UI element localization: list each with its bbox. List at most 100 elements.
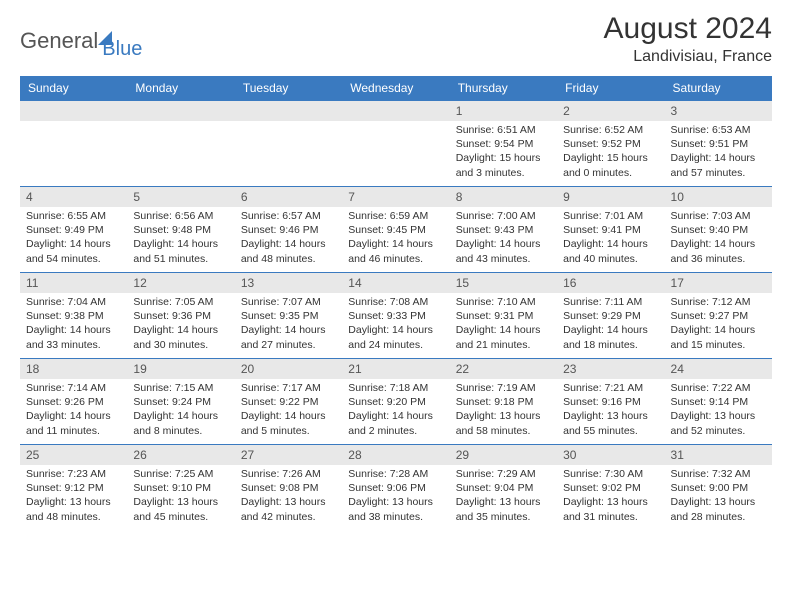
day-details: Sunrise: 7:14 AMSunset: 9:26 PMDaylight:… (20, 379, 127, 442)
calendar-cell: 10Sunrise: 7:03 AMSunset: 9:40 PMDayligh… (665, 186, 772, 272)
calendar-cell: 6Sunrise: 6:57 AMSunset: 9:46 PMDaylight… (235, 186, 342, 272)
day-number: 24 (665, 358, 772, 379)
day-details: Sunrise: 7:19 AMSunset: 9:18 PMDaylight:… (450, 379, 557, 442)
day-number: 20 (235, 358, 342, 379)
brand-logo: General Blue (20, 12, 142, 61)
day-number: 15 (450, 272, 557, 293)
calendar-cell: 15Sunrise: 7:10 AMSunset: 9:31 PMDayligh… (450, 272, 557, 358)
day-number: 9 (557, 186, 664, 207)
calendar-cell: 27Sunrise: 7:26 AMSunset: 9:08 PMDayligh… (235, 444, 342, 530)
day-number: 29 (450, 444, 557, 465)
day-number: 19 (127, 358, 234, 379)
day-number: 23 (557, 358, 664, 379)
day-details: Sunrise: 7:25 AMSunset: 9:10 PMDaylight:… (127, 465, 234, 528)
day-number: 13 (235, 272, 342, 293)
day-details: Sunrise: 7:10 AMSunset: 9:31 PMDaylight:… (450, 293, 557, 356)
month-title: August 2024 (604, 12, 772, 46)
day-details: Sunrise: 7:07 AMSunset: 9:35 PMDaylight:… (235, 293, 342, 356)
calendar-cell: 5Sunrise: 6:56 AMSunset: 9:48 PMDaylight… (127, 186, 234, 272)
calendar-row: 4Sunrise: 6:55 AMSunset: 9:49 PMDaylight… (20, 186, 772, 272)
day-details: Sunrise: 7:11 AMSunset: 9:29 PMDaylight:… (557, 293, 664, 356)
day-number: 14 (342, 272, 449, 293)
day-details: Sunrise: 7:28 AMSunset: 9:06 PMDaylight:… (342, 465, 449, 528)
calendar-cell: 29Sunrise: 7:29 AMSunset: 9:04 PMDayligh… (450, 444, 557, 530)
day-number: 11 (20, 272, 127, 293)
day-details: Sunrise: 6:52 AMSunset: 9:52 PMDaylight:… (557, 121, 664, 184)
day-number: 21 (342, 358, 449, 379)
day-number: 25 (20, 444, 127, 465)
calendar-cell: 8Sunrise: 7:00 AMSunset: 9:43 PMDaylight… (450, 186, 557, 272)
calendar-cell: . (20, 100, 127, 186)
day-number: 16 (557, 272, 664, 293)
weekday-header: Tuesday (235, 76, 342, 100)
day-details: Sunrise: 7:21 AMSunset: 9:16 PMDaylight:… (557, 379, 664, 442)
calendar-cell: 12Sunrise: 7:05 AMSunset: 9:36 PMDayligh… (127, 272, 234, 358)
day-number: 1 (450, 100, 557, 121)
day-details: Sunrise: 7:32 AMSunset: 9:00 PMDaylight:… (665, 465, 772, 528)
day-number: 12 (127, 272, 234, 293)
calendar-row: 25Sunrise: 7:23 AMSunset: 9:12 PMDayligh… (20, 444, 772, 530)
day-number: 2 (557, 100, 664, 121)
weekday-header: Saturday (665, 76, 772, 100)
calendar-cell: 20Sunrise: 7:17 AMSunset: 9:22 PMDayligh… (235, 358, 342, 444)
calendar-row: 18Sunrise: 7:14 AMSunset: 9:26 PMDayligh… (20, 358, 772, 444)
brand-text-2: Blue (102, 38, 142, 61)
calendar-cell: 25Sunrise: 7:23 AMSunset: 9:12 PMDayligh… (20, 444, 127, 530)
weekday-header: Thursday (450, 76, 557, 100)
day-details: Sunrise: 6:51 AMSunset: 9:54 PMDaylight:… (450, 121, 557, 184)
day-details: Sunrise: 7:01 AMSunset: 9:41 PMDaylight:… (557, 207, 664, 270)
calendar-cell: 2Sunrise: 6:52 AMSunset: 9:52 PMDaylight… (557, 100, 664, 186)
day-details: Sunrise: 7:26 AMSunset: 9:08 PMDaylight:… (235, 465, 342, 528)
day-number: 10 (665, 186, 772, 207)
brand-text-1: General (20, 28, 98, 54)
day-details: Sunrise: 7:22 AMSunset: 9:14 PMDaylight:… (665, 379, 772, 442)
weekday-header: Wednesday (342, 76, 449, 100)
calendar-cell: 24Sunrise: 7:22 AMSunset: 9:14 PMDayligh… (665, 358, 772, 444)
day-details: Sunrise: 7:30 AMSunset: 9:02 PMDaylight:… (557, 465, 664, 528)
day-number: 18 (20, 358, 127, 379)
calendar-cell: 3Sunrise: 6:53 AMSunset: 9:51 PMDaylight… (665, 100, 772, 186)
day-details: Sunrise: 7:05 AMSunset: 9:36 PMDaylight:… (127, 293, 234, 356)
calendar-cell: 23Sunrise: 7:21 AMSunset: 9:16 PMDayligh… (557, 358, 664, 444)
calendar-cell: 16Sunrise: 7:11 AMSunset: 9:29 PMDayligh… (557, 272, 664, 358)
header: General Blue August 2024 Landivisiau, Fr… (20, 12, 772, 66)
day-details: Sunrise: 7:29 AMSunset: 9:04 PMDaylight:… (450, 465, 557, 528)
day-number: 17 (665, 272, 772, 293)
day-details: Sunrise: 6:57 AMSunset: 9:46 PMDaylight:… (235, 207, 342, 270)
day-details: Sunrise: 7:17 AMSunset: 9:22 PMDaylight:… (235, 379, 342, 442)
calendar-row: 11Sunrise: 7:04 AMSunset: 9:38 PMDayligh… (20, 272, 772, 358)
day-number: 4 (20, 186, 127, 207)
day-details: Sunrise: 7:08 AMSunset: 9:33 PMDaylight:… (342, 293, 449, 356)
calendar-body: ....1Sunrise: 6:51 AMSunset: 9:54 PMDayl… (20, 100, 772, 530)
day-details: Sunrise: 6:56 AMSunset: 9:48 PMDaylight:… (127, 207, 234, 270)
calendar-cell: 4Sunrise: 6:55 AMSunset: 9:49 PMDaylight… (20, 186, 127, 272)
day-number: 3 (665, 100, 772, 121)
calendar-cell: . (235, 100, 342, 186)
calendar-row: ....1Sunrise: 6:51 AMSunset: 9:54 PMDayl… (20, 100, 772, 186)
calendar-cell: 14Sunrise: 7:08 AMSunset: 9:33 PMDayligh… (342, 272, 449, 358)
day-details: Sunrise: 6:59 AMSunset: 9:45 PMDaylight:… (342, 207, 449, 270)
calendar-cell: 7Sunrise: 6:59 AMSunset: 9:45 PMDaylight… (342, 186, 449, 272)
weekday-header: Monday (127, 76, 234, 100)
calendar-cell: 17Sunrise: 7:12 AMSunset: 9:27 PMDayligh… (665, 272, 772, 358)
calendar-cell: 13Sunrise: 7:07 AMSunset: 9:35 PMDayligh… (235, 272, 342, 358)
day-number: 26 (127, 444, 234, 465)
day-number: 28 (342, 444, 449, 465)
calendar-cell: . (127, 100, 234, 186)
day-details: Sunrise: 7:12 AMSunset: 9:27 PMDaylight:… (665, 293, 772, 356)
calendar-cell: . (342, 100, 449, 186)
day-number: 22 (450, 358, 557, 379)
calendar-cell: 26Sunrise: 7:25 AMSunset: 9:10 PMDayligh… (127, 444, 234, 530)
day-details: Sunrise: 6:55 AMSunset: 9:49 PMDaylight:… (20, 207, 127, 270)
day-details: Sunrise: 7:23 AMSunset: 9:12 PMDaylight:… (20, 465, 127, 528)
day-details: Sunrise: 7:03 AMSunset: 9:40 PMDaylight:… (665, 207, 772, 270)
day-number: 8 (450, 186, 557, 207)
location-label: Landivisiau, France (604, 48, 772, 66)
day-details: Sunrise: 7:00 AMSunset: 9:43 PMDaylight:… (450, 207, 557, 270)
calendar-cell: 19Sunrise: 7:15 AMSunset: 9:24 PMDayligh… (127, 358, 234, 444)
day-details: Sunrise: 7:18 AMSunset: 9:20 PMDaylight:… (342, 379, 449, 442)
calendar-cell: 22Sunrise: 7:19 AMSunset: 9:18 PMDayligh… (450, 358, 557, 444)
day-details: Sunrise: 6:53 AMSunset: 9:51 PMDaylight:… (665, 121, 772, 184)
title-block: August 2024 Landivisiau, France (604, 12, 772, 66)
day-details: Sunrise: 7:04 AMSunset: 9:38 PMDaylight:… (20, 293, 127, 356)
